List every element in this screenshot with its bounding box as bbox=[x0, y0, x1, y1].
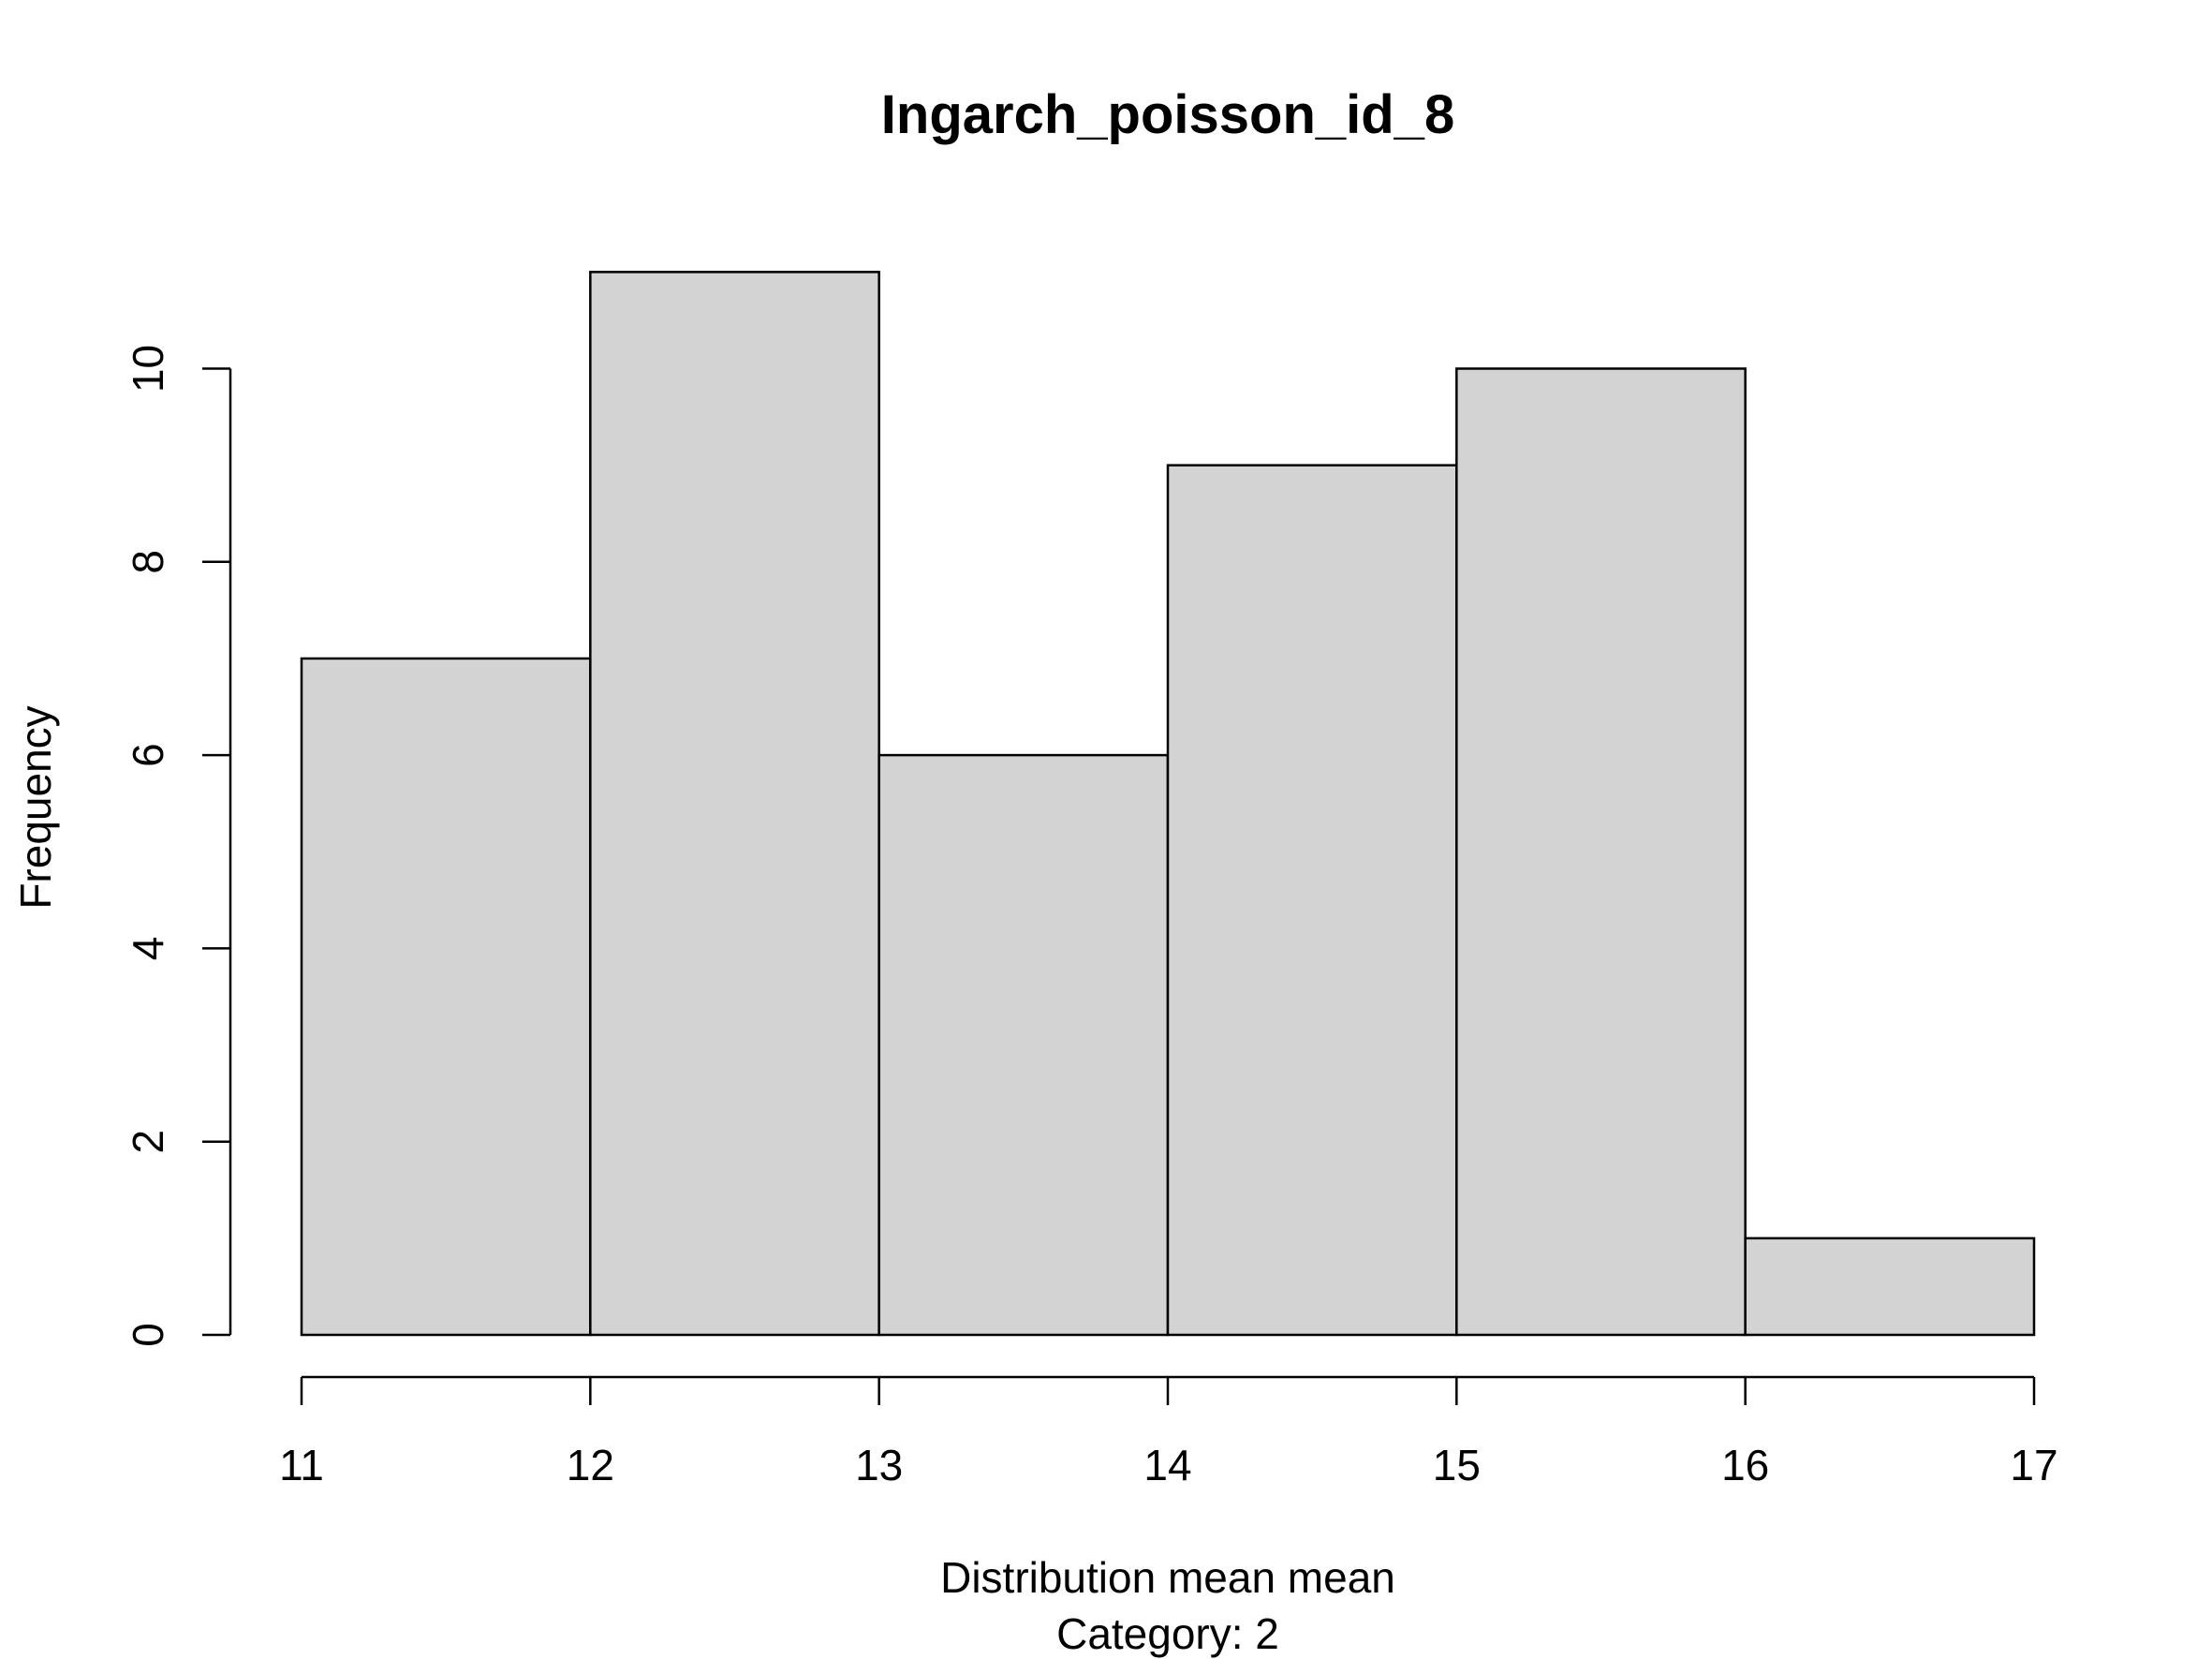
chart-title: Ingarch_poisson_id_8 bbox=[881, 84, 1454, 145]
histogram-bar-4 bbox=[1166, 464, 1458, 1337]
y-tick-label-10: 10 bbox=[124, 345, 172, 393]
x-axis-label: Distribution mean mean bbox=[940, 1553, 1395, 1602]
histogram-bar-6 bbox=[1744, 1237, 2036, 1337]
x-tick-label-17: 17 bbox=[2010, 1441, 2057, 1489]
x-tick-label-16: 16 bbox=[1721, 1441, 1769, 1489]
y-axis: 0 2 4 6 8 10 bbox=[124, 345, 232, 1347]
bars-group bbox=[300, 271, 2036, 1337]
histogram-bar-3 bbox=[877, 753, 1170, 1337]
histogram-bar-5 bbox=[1455, 367, 1747, 1337]
histogram-bar-1 bbox=[300, 657, 592, 1337]
histogram-bar-2 bbox=[589, 271, 880, 1337]
x-tick-label-14: 14 bbox=[1143, 1441, 1191, 1489]
x-tick-label-15: 15 bbox=[1433, 1441, 1481, 1489]
y-axis-label: Frequency bbox=[11, 705, 60, 909]
x-axis: 11 12 13 14 15 16 17 bbox=[279, 1375, 2058, 1489]
x-axis-sublabel: Category: 2 bbox=[1056, 1609, 1279, 1658]
y-tick-label-8: 8 bbox=[124, 550, 172, 574]
y-tick-label-0: 0 bbox=[124, 1323, 172, 1347]
x-tick-label-11: 11 bbox=[279, 1441, 324, 1489]
x-tick-label-12: 12 bbox=[567, 1441, 614, 1489]
y-tick-label-4: 4 bbox=[124, 937, 172, 961]
y-tick-label-6: 6 bbox=[124, 743, 172, 767]
x-tick-label-13: 13 bbox=[855, 1441, 903, 1489]
y-tick-label-2: 2 bbox=[124, 1130, 172, 1154]
